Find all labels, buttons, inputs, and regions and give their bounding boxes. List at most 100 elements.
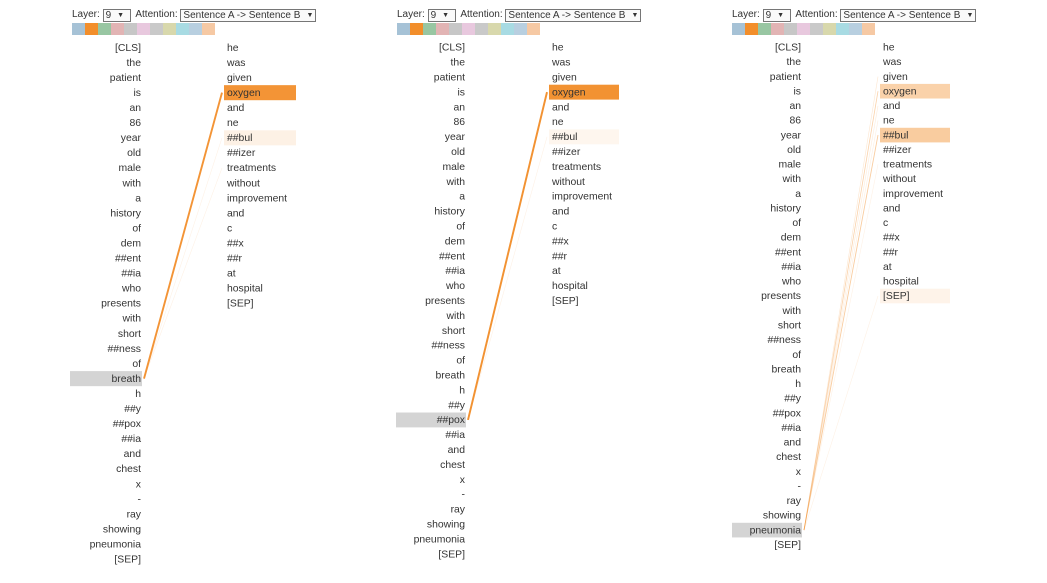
attention-head-swatch[interactable] (410, 23, 423, 35)
right-token-and[interactable]: and (883, 101, 901, 112)
left-token-of[interactable]: of (132, 359, 141, 370)
left-token-ray[interactable]: ray (127, 509, 142, 520)
left-token-the[interactable]: the (787, 57, 802, 68)
attention-head-swatch[interactable] (849, 23, 862, 35)
left-token-short[interactable]: short (778, 321, 801, 332)
left-token-86[interactable]: 86 (129, 118, 141, 129)
left-token-and[interactable]: and (784, 438, 802, 449)
left-token-presents[interactable]: presents (101, 299, 141, 310)
attention-head-swatch[interactable] (488, 23, 501, 35)
right-token-r[interactable]: ##r (552, 251, 568, 262)
attention-head-swatch[interactable] (745, 23, 758, 35)
right-token-sep[interactable]: [SEP] (883, 291, 910, 302)
attention-head-swatch[interactable] (137, 23, 150, 35)
right-token-oxygen[interactable]: oxygen (227, 88, 261, 99)
right-token-and[interactable]: and (227, 103, 245, 114)
left-token-of[interactable]: of (456, 356, 465, 367)
right-token-he[interactable]: he (227, 43, 239, 54)
left-token-token[interactable]: - (462, 490, 465, 501)
right-token-bul[interactable]: ##bul (552, 132, 577, 143)
left-token-a[interactable]: a (795, 189, 801, 200)
left-token-pneumonia[interactable]: pneumonia (750, 525, 802, 536)
right-token-and[interactable]: and (883, 203, 901, 214)
left-token-sep[interactable]: [SEP] (114, 555, 141, 566)
left-token-breath[interactable]: breath (436, 371, 466, 382)
right-token-was[interactable]: was (226, 58, 245, 69)
left-token-token[interactable]: - (138, 494, 141, 505)
left-token-86[interactable]: 86 (453, 117, 465, 128)
attention-head-swatch[interactable] (436, 23, 449, 35)
attention-head-swatch[interactable] (423, 23, 436, 35)
left-token-an[interactable]: an (789, 101, 801, 112)
right-token-sep[interactable]: [SEP] (552, 296, 579, 307)
attention-head-swatch[interactable] (202, 23, 215, 35)
attention-head-swatch[interactable] (758, 23, 771, 35)
right-token-at[interactable]: at (227, 269, 236, 280)
left-token-male[interactable]: male (118, 163, 141, 174)
attention-head-swatch[interactable] (784, 23, 797, 35)
left-token-ia[interactable]: ##ia (781, 262, 801, 273)
left-token-male[interactable]: male (442, 162, 465, 173)
right-token-ne[interactable]: ne (227, 118, 239, 129)
left-token-who[interactable]: who (781, 277, 801, 288)
attention-head-swatch[interactable] (836, 23, 849, 35)
left-token-pneumonia[interactable]: pneumonia (90, 539, 142, 550)
left-token-who[interactable]: who (445, 281, 465, 292)
right-token-r[interactable]: ##r (227, 254, 243, 265)
left-token-x[interactable]: x (796, 467, 802, 478)
left-token-an[interactable]: an (129, 103, 141, 114)
left-token-patient[interactable]: patient (770, 72, 801, 83)
left-token-ness[interactable]: ##ness (767, 335, 801, 346)
left-token-an[interactable]: an (453, 102, 465, 113)
right-token-was[interactable]: was (551, 58, 570, 69)
left-token-dem[interactable]: dem (445, 236, 465, 247)
left-token-ia[interactable]: ##ia (121, 269, 141, 280)
right-token-treatments[interactable]: treatments (552, 162, 601, 173)
left-token-cls[interactable]: [CLS] (775, 43, 801, 54)
attention-head-swatch[interactable] (462, 23, 475, 35)
attention-head-swatch[interactable] (771, 23, 784, 35)
left-token-ia[interactable]: ##ia (121, 434, 141, 445)
layer-select[interactable]: 9 ▼ (102, 8, 131, 22)
right-token-at[interactable]: at (883, 262, 892, 273)
left-token-the[interactable]: the (451, 58, 466, 69)
left-token-the[interactable]: the (127, 58, 142, 69)
right-token-given[interactable]: given (883, 72, 908, 83)
left-token-dem[interactable]: dem (781, 233, 801, 244)
left-token-of[interactable]: of (792, 218, 801, 229)
left-token-pox[interactable]: ##pox (113, 419, 142, 430)
left-token-pneumonia[interactable]: pneumonia (414, 534, 466, 545)
left-token-ia[interactable]: ##ia (445, 430, 465, 441)
right-token-at[interactable]: at (552, 266, 561, 277)
right-token-treatments[interactable]: treatments (227, 163, 276, 174)
attention-head-swatch[interactable] (397, 23, 410, 35)
right-token-oxygen[interactable]: oxygen (552, 87, 586, 98)
left-token-a[interactable]: a (459, 192, 465, 203)
left-token-with[interactable]: with (782, 306, 802, 317)
right-token-x[interactable]: ##x (883, 233, 901, 244)
left-token-sep[interactable]: [SEP] (438, 549, 465, 560)
left-token-with[interactable]: with (122, 314, 142, 325)
left-token-history[interactable]: history (770, 203, 801, 214)
left-token-short[interactable]: short (442, 326, 465, 337)
right-token-r[interactable]: ##r (883, 247, 899, 258)
right-token-and[interactable]: and (552, 102, 570, 113)
left-token-a[interactable]: a (135, 193, 141, 204)
attention-head-swatch[interactable] (189, 23, 202, 35)
left-token-and[interactable]: and (124, 449, 142, 460)
left-token-ent[interactable]: ##ent (115, 254, 141, 265)
left-token-pox[interactable]: ##pox (773, 408, 802, 419)
left-token-cls[interactable]: [CLS] (115, 43, 141, 54)
left-token-is[interactable]: is (793, 86, 801, 97)
attention-head-swatch[interactable] (176, 23, 189, 35)
left-token-short[interactable]: short (118, 329, 141, 340)
left-token-86[interactable]: 86 (789, 116, 801, 127)
layer-select[interactable]: 9 ▼ (762, 8, 791, 22)
attention-head-swatch[interactable] (797, 23, 810, 35)
right-token-oxygen[interactable]: oxygen (883, 86, 917, 97)
left-token-with[interactable]: with (446, 311, 466, 322)
right-token-x[interactable]: ##x (227, 238, 245, 249)
right-token-without[interactable]: without (551, 177, 585, 188)
left-token-of[interactable]: of (792, 350, 801, 361)
left-token-is[interactable]: is (457, 87, 465, 98)
